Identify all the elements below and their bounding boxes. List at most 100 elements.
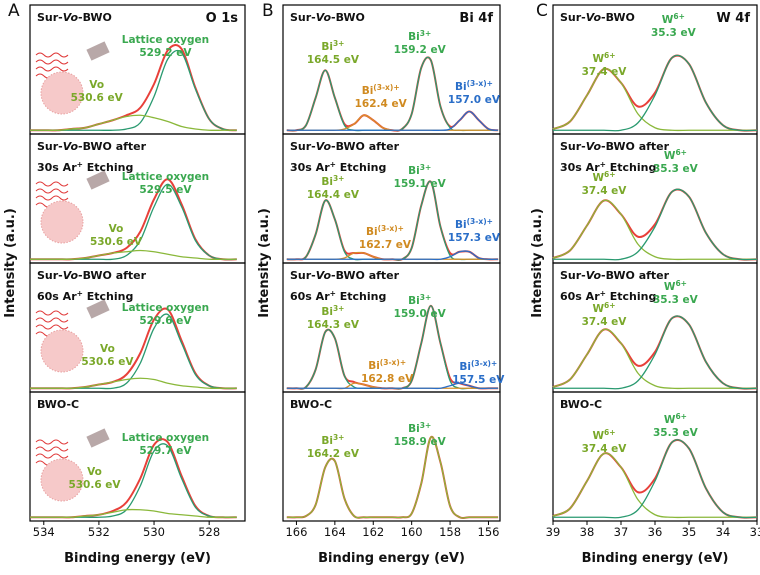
annotation-name: W6+	[664, 279, 687, 294]
annotation-name: Bi(3-x)+	[366, 224, 404, 239]
subplot-title: BWO-C	[290, 398, 332, 411]
text-piece: Vo	[316, 140, 332, 153]
x-tick-label: 36	[648, 525, 663, 539]
text-piece: 30s Ar	[560, 161, 600, 174]
annotation-name: Bi3+	[321, 304, 344, 319]
annotation-name: W6+	[664, 412, 687, 427]
text-piece: -BWO after	[78, 269, 147, 282]
text-piece: Vo	[316, 11, 332, 24]
heat-wave	[35, 439, 69, 445]
annotation-energy: 37.4 eV	[582, 443, 628, 455]
annotation-name: W6+	[662, 12, 685, 27]
text-piece: Etching	[336, 161, 386, 174]
annotation-energy: 35.3 eV	[653, 294, 699, 306]
text-piece: -BWO	[78, 11, 112, 24]
annotation-name: W6+	[664, 148, 687, 163]
text-piece: Sur-	[560, 269, 586, 282]
text-piece: Bi	[321, 41, 333, 53]
text-piece: W	[592, 172, 604, 184]
annotation-name: Lattice oxygen	[122, 302, 209, 314]
text-piece: Etching	[83, 161, 133, 174]
text-piece: W	[662, 14, 674, 26]
text-piece: Vo	[316, 269, 332, 282]
annotation-name: Bi(3-x)+	[368, 358, 406, 373]
subplot-frame	[29, 262, 246, 393]
text-piece: W	[592, 430, 604, 442]
text-piece: Vo	[100, 343, 115, 355]
text-piece: -BWO after	[601, 269, 670, 282]
text-piece: 6+	[604, 51, 616, 60]
annotation-energy: 35.3 eV	[653, 163, 699, 175]
annotation-energy: 164.3 eV	[307, 319, 360, 331]
text-piece: W	[592, 53, 604, 65]
fit-component	[552, 188, 758, 261]
text-piece: (3-x)+	[373, 83, 399, 92]
text-piece: -BWO after	[78, 140, 147, 153]
subplot-title: Sur-Vo-BWO after	[37, 269, 147, 282]
x-tick-label: 33	[750, 525, 760, 539]
annotation-name: Bi(3-x)+	[455, 79, 493, 94]
x-tick-label: 156	[478, 525, 500, 539]
annotation-energy: 529.6 eV	[139, 315, 192, 327]
text-piece: Bi	[321, 176, 333, 188]
text-piece: 3+	[333, 304, 345, 313]
annotation-name: Bi3+	[321, 39, 344, 54]
annotation-name: Bi3+	[408, 163, 431, 178]
annotation-energy: 37.4 eV	[582, 66, 628, 78]
heat-wave	[35, 181, 69, 187]
subplot-frame	[552, 391, 758, 522]
annotation-energy: 157.5 eV	[452, 374, 505, 386]
text-piece: Bi	[408, 423, 420, 435]
text-piece: Bi	[321, 435, 333, 447]
text-piece: Bi	[408, 165, 420, 177]
x-tick-label: 39	[546, 525, 561, 539]
annotation-energy: 530.6 eV	[71, 92, 124, 104]
text-piece: 3+	[420, 29, 432, 38]
x-tick-label: 534	[33, 525, 55, 539]
text-piece: 6+	[675, 279, 687, 288]
fit-envelope	[552, 188, 758, 261]
fit-component	[552, 199, 757, 261]
text-piece: (3-x)+	[378, 224, 404, 233]
heat-wave	[35, 310, 69, 316]
subplot-frame	[29, 391, 246, 522]
text-piece: +	[77, 289, 83, 298]
text-piece: -BWO after	[331, 269, 400, 282]
text-piece: 6+	[604, 170, 616, 179]
text-piece: Bi	[321, 306, 333, 318]
text-piece: 30s Ar	[37, 161, 77, 174]
text-piece: 3+	[333, 433, 345, 442]
annotation-name: W6+	[592, 428, 615, 443]
text-piece: 6+	[675, 148, 687, 157]
text-piece: Sur-	[37, 11, 63, 24]
illustration	[35, 428, 110, 502]
text-piece: 3+	[420, 163, 432, 172]
text-piece: 3+	[333, 174, 345, 183]
x-tick-label: 528	[198, 525, 220, 539]
text-piece: BWO-C	[290, 398, 332, 411]
annotation-name: Bi3+	[321, 433, 344, 448]
fit-component	[286, 114, 499, 132]
text-piece: 3+	[420, 293, 432, 302]
annotation-name: W6+	[592, 301, 615, 316]
text-piece: Sur-	[290, 140, 316, 153]
text-piece: 3+	[333, 39, 345, 48]
fit-component	[286, 436, 499, 519]
crystal	[86, 41, 110, 61]
annotation-energy: 37.4 eV	[582, 185, 628, 197]
heat-wave	[35, 59, 69, 65]
text-piece: 60s Ar	[290, 290, 330, 303]
text-piece: Lattice oxygen	[122, 171, 209, 183]
particle	[40, 458, 84, 502]
text-piece: (3-x)+	[471, 359, 497, 368]
text-piece: 60s Ar	[560, 290, 600, 303]
element-label: Bi 4f	[459, 11, 493, 26]
text-piece: 6+	[604, 301, 616, 310]
text-piece: -BWO after	[601, 140, 670, 153]
text-piece: W	[664, 150, 676, 162]
text-piece: W	[664, 414, 676, 426]
panel-label: C	[536, 1, 548, 21]
fit-component	[286, 250, 499, 261]
x-tick-label: 37	[614, 525, 629, 539]
x-tick-label: 160	[401, 525, 423, 539]
